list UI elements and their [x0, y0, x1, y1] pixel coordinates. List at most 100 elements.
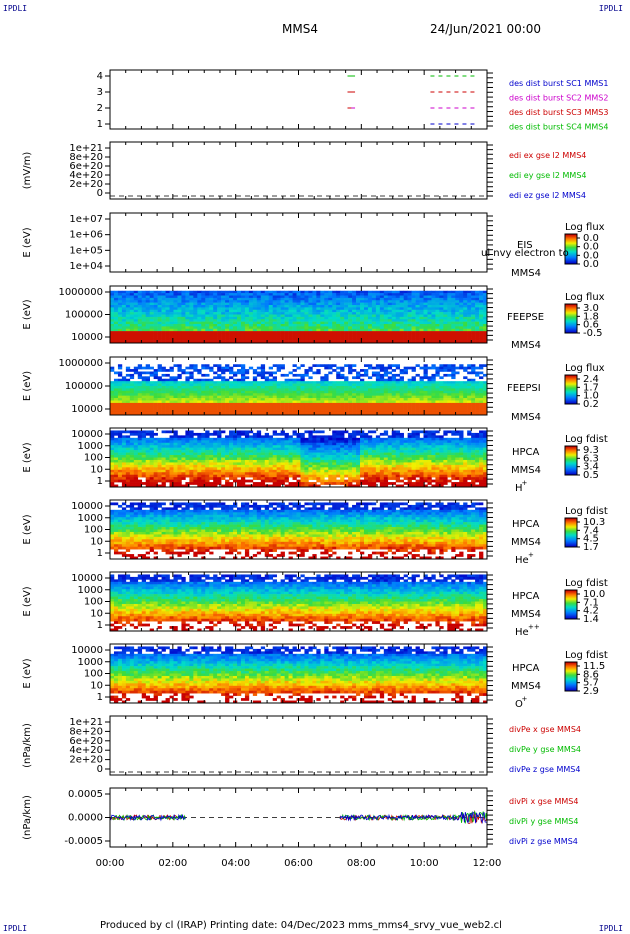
heatmap-cell [324, 410, 329, 413]
heatmap-cell [221, 326, 226, 330]
heatmap-cell [201, 462, 206, 466]
heatmap-cell [229, 328, 234, 332]
heatmap-cell [244, 295, 250, 299]
heatmap-cell [256, 366, 262, 370]
heatmap-cell [161, 395, 166, 399]
colorbar-cell [565, 388, 577, 390]
heatmap-cell [141, 386, 147, 389]
heatmap-cell [423, 371, 428, 375]
heatmap-cell [340, 324, 345, 327]
heatmap-cell [348, 328, 353, 332]
heatmap-cell [129, 472, 135, 476]
heatmap-cell [391, 402, 397, 406]
heatmap-cell [177, 407, 182, 411]
heatmap-cell [419, 405, 424, 409]
heatmap-cell [443, 312, 448, 315]
heatmap-cell [133, 445, 139, 448]
colorbar-cell [565, 244, 577, 246]
heatmap-cell [316, 314, 321, 318]
heatmap-cell [209, 328, 214, 332]
heatmap-cell [264, 402, 270, 406]
heatmap-cell [479, 405, 484, 409]
heatmap-cell [185, 331, 190, 334]
heatmap-cell [407, 293, 412, 296]
heatmap-cell [451, 371, 456, 375]
colorbar-tick-label: -0.5 [583, 328, 603, 339]
heatmap-cell [173, 432, 178, 436]
heatmap-cell [173, 293, 178, 296]
heatmap-cell [352, 398, 357, 401]
heatmap-cell [221, 469, 226, 473]
heatmap-cell [483, 398, 488, 401]
heatmap-cell [236, 312, 242, 315]
heatmap-cell [316, 326, 321, 330]
heatmap-cell [141, 314, 147, 318]
heatmap-cell [379, 297, 385, 301]
heatmap-cell [455, 302, 460, 306]
heatmap-cell [455, 410, 460, 413]
heatmap-cell [276, 412, 281, 416]
heatmap-cell [280, 300, 285, 303]
heatmap-cell [110, 305, 115, 308]
heatmap-cell [423, 316, 428, 320]
heatmap-cell [403, 314, 408, 318]
heatmap-cell [371, 305, 377, 308]
heatmap-cell [205, 400, 210, 404]
heatmap-cell [479, 324, 484, 327]
heatmap-cell [113, 338, 119, 341]
heatmap-cell [161, 469, 166, 473]
heatmap-cell [240, 340, 246, 344]
heatmap-cell [213, 464, 218, 468]
heatmap-cell [169, 316, 174, 320]
heatmap-cell [443, 395, 448, 399]
heatmap-cell [201, 328, 206, 332]
heatmap-cell [205, 364, 210, 367]
heatmap-cell [371, 386, 377, 389]
heatmap-cell [133, 393, 139, 396]
heatmap-cell [149, 462, 154, 466]
heatmap-cell [240, 307, 246, 311]
heatmap-cell [459, 326, 464, 330]
heatmap-cell [113, 432, 119, 436]
heatmap-cell [145, 398, 150, 401]
heatmap-cell [419, 395, 424, 399]
heatmap-cell [229, 309, 234, 313]
heatmap-cell [145, 328, 150, 332]
heatmap-cell [431, 316, 436, 320]
heatmap-cell [300, 393, 305, 396]
heatmap-cell [110, 457, 115, 461]
heatmap-cell [205, 335, 210, 339]
heatmap-cell [328, 312, 333, 315]
heatmap-cell [336, 395, 341, 399]
heatmap-cell [336, 335, 341, 339]
heatmap-cell [447, 388, 452, 392]
heatmap-cell [292, 393, 297, 396]
heatmap-cell [379, 364, 385, 367]
heatmap-cell [296, 390, 301, 394]
heatmap-cell [153, 307, 158, 311]
heatmap-cell [225, 333, 230, 337]
heatmap-cell [173, 450, 178, 453]
heatmap-cell [383, 371, 389, 375]
heatmap-cell [403, 366, 408, 370]
heatmap-cell [467, 366, 472, 370]
heatmap-cell [169, 407, 174, 411]
heatmap-cell [443, 328, 448, 332]
heatmap-cell [284, 307, 289, 311]
heatmap-cell [185, 328, 190, 332]
heatmap-cell [459, 410, 464, 413]
heatmap-cell [411, 319, 416, 322]
heatmap-cell [471, 328, 476, 332]
heatmap-cell [356, 293, 361, 296]
heatmap-cell [181, 290, 186, 294]
heatmap-cell [217, 452, 222, 456]
heatmap-cell [324, 366, 329, 370]
heatmap-cell [189, 440, 194, 444]
heatmap-cell [117, 328, 123, 332]
heatmap-cell [165, 316, 170, 320]
heatmap-cell [157, 390, 162, 394]
heatmap-cell [471, 316, 476, 320]
heatmap-cell [225, 459, 230, 463]
heatmap-cell [129, 369, 135, 372]
heatmap-cell [356, 290, 361, 294]
